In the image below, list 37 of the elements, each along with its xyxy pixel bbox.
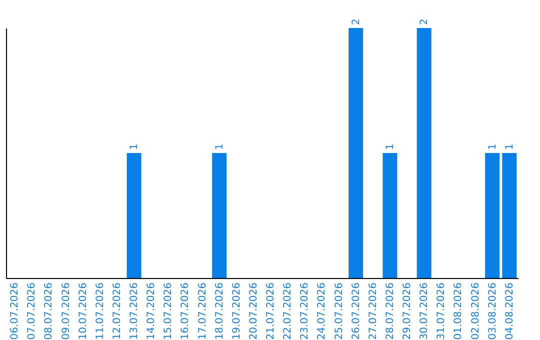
data-label: 2 [419,18,430,25]
x-tick-label: 23.07.2026 [300,282,311,340]
x-tick-label: 14.07.2026 [146,282,158,340]
data-label: 1 [487,144,498,150]
data-label: 1 [384,144,396,150]
x-tick-label: 07.07.2026 [26,282,38,340]
x-tick-label: 20.07.2026 [248,282,260,340]
x-tick-label: 24.07.2026 [316,282,328,340]
x-tick-label: 13.07.2026 [129,282,140,340]
x-tick-label: 03.08.2026 [487,282,498,340]
x-tick-label: 11.07.2026 [94,282,106,340]
x-tick-label: 19.07.2026 [231,282,242,340]
x-tick-label: 02.08.2026 [470,282,482,340]
x-tick-label: 18.07.2026 [214,282,226,340]
x-tick-label: 08.07.2026 [44,282,55,340]
x-tick-label: 21.07.2026 [266,282,277,340]
x-tick-label: 06.07.2026 [10,282,21,340]
x-tick-label: 22.07.2026 [282,282,294,340]
x-tick-label: 25.07.2026 [334,282,345,340]
data-label: 2 [350,18,362,25]
x-tick-label: 15.07.2026 [163,282,174,340]
x-tick-label: 28.07.2026 [384,282,396,340]
x-tick-label: 09.07.2026 [60,282,72,340]
x-tick-label: 10.07.2026 [78,282,89,340]
x-tick-label: 12.07.2026 [112,282,123,340]
data-label: 1 [214,144,226,150]
x-tick-label: 31.07.2026 [436,282,448,340]
x-tick-label: 27.07.2026 [368,282,379,340]
data-label: 1 [129,144,140,150]
x-tick-label: 29.07.2026 [402,282,414,340]
x-tick-label: 26.07.2026 [350,282,362,340]
x-tick-label: 04.08.2026 [504,282,516,340]
x-tick-label: 01.08.2026 [453,282,464,340]
x-tick-label: 30.07.2026 [419,282,430,340]
x-tick-label: 16.07.2026 [180,282,192,340]
x-tick-label: 17.07.2026 [197,282,208,340]
data-label: 1 [504,144,516,150]
